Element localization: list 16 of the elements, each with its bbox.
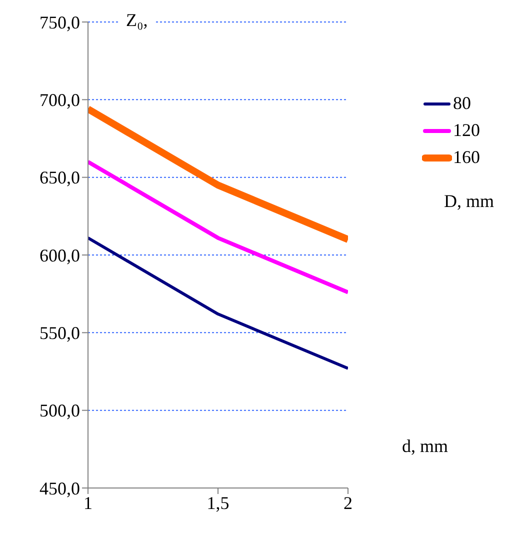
y-tick-label: 750,0 [40, 12, 80, 32]
x-axis-title: d, mm [402, 436, 448, 457]
x-tick-label: 1,5 [206, 492, 230, 513]
y-tick-label: 700,0 [40, 90, 80, 110]
legend-label: 160 [453, 147, 480, 168]
legend-label: 80 [453, 93, 471, 114]
x-tick-label: 1 [84, 492, 92, 513]
legend-title: D, mm [444, 191, 496, 212]
y-tick-label: 500,0 [40, 400, 80, 421]
y-tick-label: 450,0 [40, 478, 80, 498]
y-axis-title: Z₀, [120, 10, 154, 31]
y-tick-label: 650,0 [40, 168, 80, 188]
y-tick-label: 600,0 [40, 245, 80, 266]
y-tick-label: 550,0 [40, 323, 80, 344]
x-tick-label: 2 [344, 492, 352, 513]
legend-label: 120 [453, 120, 480, 141]
